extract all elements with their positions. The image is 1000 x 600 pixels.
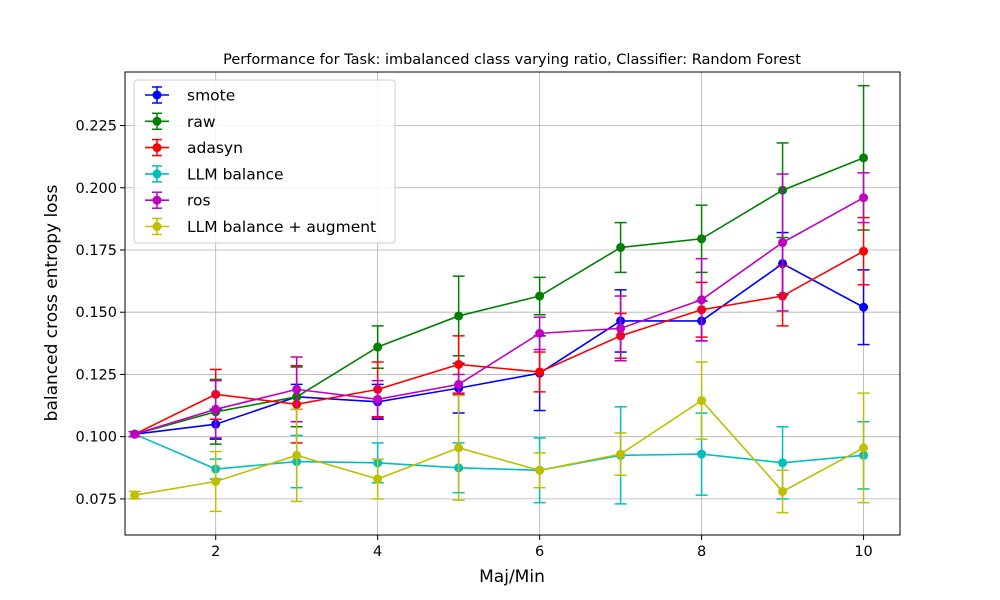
series-ros xyxy=(128,172,870,439)
data-point xyxy=(373,394,383,404)
series-layer xyxy=(128,84,870,514)
data-point xyxy=(292,450,302,460)
plot-frame xyxy=(124,71,901,536)
x-tick-label: 6 xyxy=(535,544,544,560)
legend-entry: LLM balance xyxy=(145,165,284,183)
data-point xyxy=(859,302,869,312)
legend-label: LLM balance + augment xyxy=(187,218,376,236)
y-tick-label: 0.225 xyxy=(75,119,117,135)
legend-swatch-marker xyxy=(152,90,162,100)
series-line xyxy=(134,262,864,435)
data-point xyxy=(616,242,626,252)
data-point xyxy=(373,474,383,484)
data-point xyxy=(535,291,545,301)
tick-layer: 2 4 6 8 10 0.075 0.100 0.125 0.150 0.175 0.200 0.22… xyxy=(75,119,872,560)
data-point xyxy=(535,465,545,475)
data-point xyxy=(616,323,626,333)
data-point xyxy=(211,404,221,414)
legend-label: smote xyxy=(187,87,235,105)
data-point xyxy=(373,342,383,352)
data-point xyxy=(616,449,626,459)
data-point xyxy=(130,429,140,439)
data-point xyxy=(859,153,869,163)
data-point xyxy=(778,238,788,248)
legend-frame xyxy=(133,79,396,244)
y-tick-label: 0.175 xyxy=(75,243,117,259)
data-point xyxy=(454,443,464,453)
data-point xyxy=(454,359,464,369)
y-tick-label: 0.075 xyxy=(75,492,117,508)
data-point xyxy=(778,458,788,468)
series-line xyxy=(134,433,864,472)
data-point xyxy=(535,367,545,377)
data-point xyxy=(697,396,707,406)
series-line xyxy=(134,399,864,496)
data-point xyxy=(697,295,707,305)
data-point xyxy=(697,449,707,459)
data-point xyxy=(859,193,869,203)
data-point xyxy=(454,379,464,389)
data-point xyxy=(697,234,707,244)
legend-entry: ros xyxy=(145,191,211,210)
legend-swatch-marker xyxy=(152,222,162,231)
legend-swatch-marker xyxy=(152,143,162,153)
y-tick-label: 0.125 xyxy=(75,367,117,383)
legend-swatch-marker xyxy=(152,195,162,205)
y-tick-label: 0.200 xyxy=(75,181,117,197)
data-point xyxy=(292,384,302,394)
legend-label: raw xyxy=(187,113,216,131)
legend: smote raw adasyn LLM balance ros LLM balance … xyxy=(133,79,396,244)
series-line xyxy=(134,197,864,435)
data-point xyxy=(130,490,140,500)
data-point xyxy=(778,486,788,496)
x-axis-label: Maj/Min xyxy=(479,567,545,587)
legend-label: ros xyxy=(187,192,211,210)
data-point xyxy=(454,311,464,321)
legend-swatch-marker xyxy=(152,116,162,126)
legend-entry: LLM balance + augment xyxy=(145,217,376,236)
data-point xyxy=(859,443,869,453)
data-point xyxy=(859,246,869,256)
x-tick-label: 8 xyxy=(697,544,706,560)
legend-entry: smote xyxy=(145,86,235,105)
legend-label: LLM balance xyxy=(187,165,284,183)
chart-title: Performance for Task: imbalanced class v… xyxy=(223,52,801,68)
x-tick-label: 2 xyxy=(211,544,220,560)
y-axis-label: balanced cross entropy loss xyxy=(42,185,62,422)
legend-label: adasyn xyxy=(187,139,243,157)
data-point xyxy=(211,476,221,486)
legend-entry: adasyn xyxy=(145,138,243,157)
series-line xyxy=(134,157,864,435)
x-tick-label: 4 xyxy=(373,544,382,560)
legend-entry: raw xyxy=(145,112,216,131)
x-tick-label: 10 xyxy=(854,544,872,560)
legend-swatch-marker xyxy=(152,169,162,179)
y-tick-label: 0.100 xyxy=(75,430,117,446)
data-point xyxy=(535,328,545,338)
y-tick-label: 0.150 xyxy=(75,305,117,321)
series-llm-balance-augment xyxy=(128,361,870,514)
